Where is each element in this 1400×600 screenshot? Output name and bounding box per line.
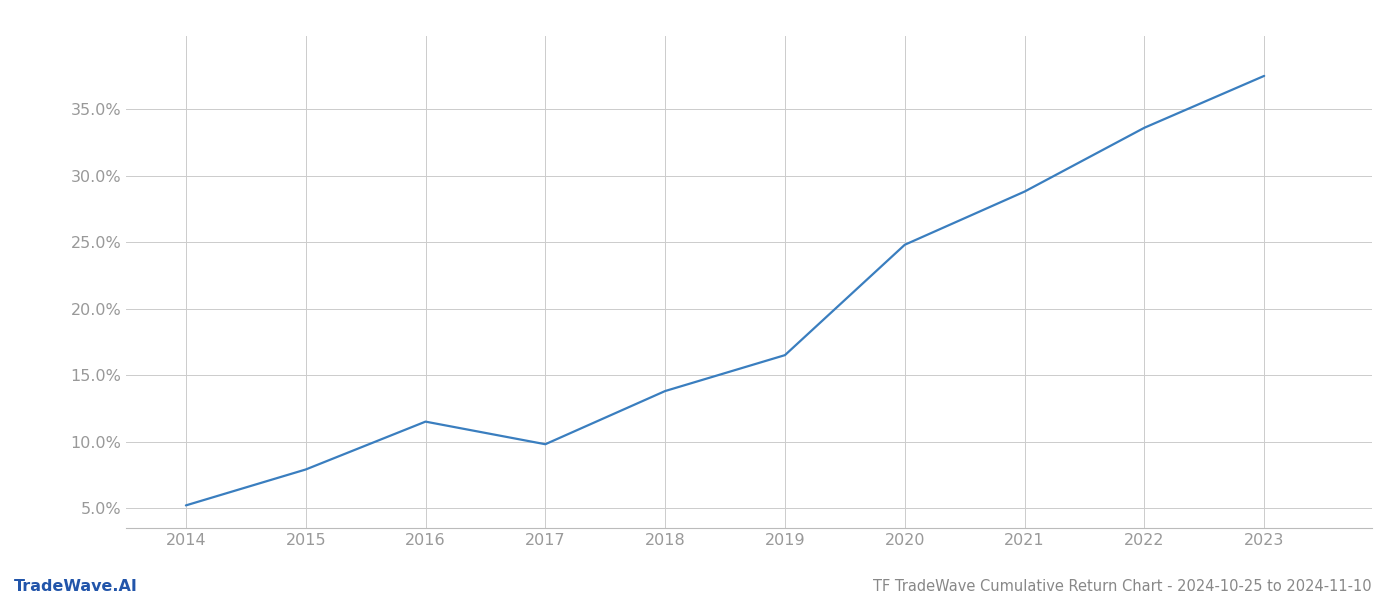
Text: TradeWave.AI: TradeWave.AI xyxy=(14,579,137,594)
Text: TF TradeWave Cumulative Return Chart - 2024-10-25 to 2024-11-10: TF TradeWave Cumulative Return Chart - 2… xyxy=(874,579,1372,594)
